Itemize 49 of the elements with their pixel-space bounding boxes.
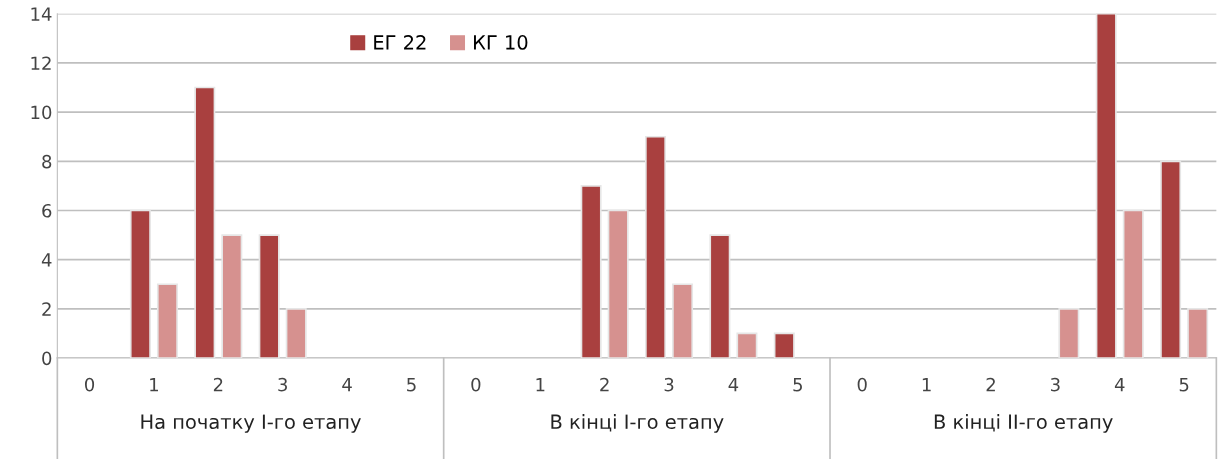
y-tick-label: 6 [42,203,52,218]
text: На початку І-го етапу [141,414,361,433]
y-tick-label: 4 [41,253,52,267]
text: В кінці І-го етапу [551,414,724,433]
bar [129,209,151,359]
x-tick-label: 3 [1051,377,1060,392]
y-tick-label: 10 [31,105,52,120]
bar [194,86,216,359]
legend-label: КГ 10 [474,35,528,50]
x-tick-label: 2 [986,377,995,392]
x-tick-label: 0 [471,377,481,392]
y-tick-label: 2 [42,302,51,316]
bar [709,234,731,359]
x-tick-label: 4 [728,378,739,392]
x-tick-label: 3 [664,377,674,392]
x-tick-label: 2 [600,377,609,392]
y-tick-label: 12 [31,56,51,70]
y-tick-label: 8 [42,154,52,169]
x-tick-label: 4 [342,378,352,392]
legend-label: ЕГ 22 [374,35,426,50]
x-tick-label: 5 [793,378,802,392]
bar [285,308,307,359]
y-tick-label: 0 [42,351,52,366]
bar [672,283,694,359]
bar [580,185,602,359]
bar [221,234,243,359]
x-tick-label: 1 [150,378,158,392]
y-tick-label: 14 [31,7,52,21]
bar [736,332,758,359]
bar [1187,308,1209,359]
text: В кінці ІІ-го етапу [934,414,1113,433]
bar [1058,308,1080,359]
bar [607,209,629,359]
x-tick-label: 0 [857,377,867,392]
bar [1122,209,1144,359]
x-tick-label: 1 [536,378,545,392]
bar [1095,13,1117,359]
x-tick-label: 4 [1114,378,1125,392]
bar [645,135,667,359]
x-tick-label: 5 [1179,378,1189,392]
x-tick-label: 3 [278,377,287,392]
x-tick-label: 5 [407,378,416,392]
bar [773,332,795,359]
bar [258,234,280,359]
bar [156,283,178,359]
x-tick-label: 0 [84,377,95,392]
bar [1160,160,1182,359]
x-tick-label: 1 [922,378,931,392]
x-tick-label: 2 [213,377,223,392]
